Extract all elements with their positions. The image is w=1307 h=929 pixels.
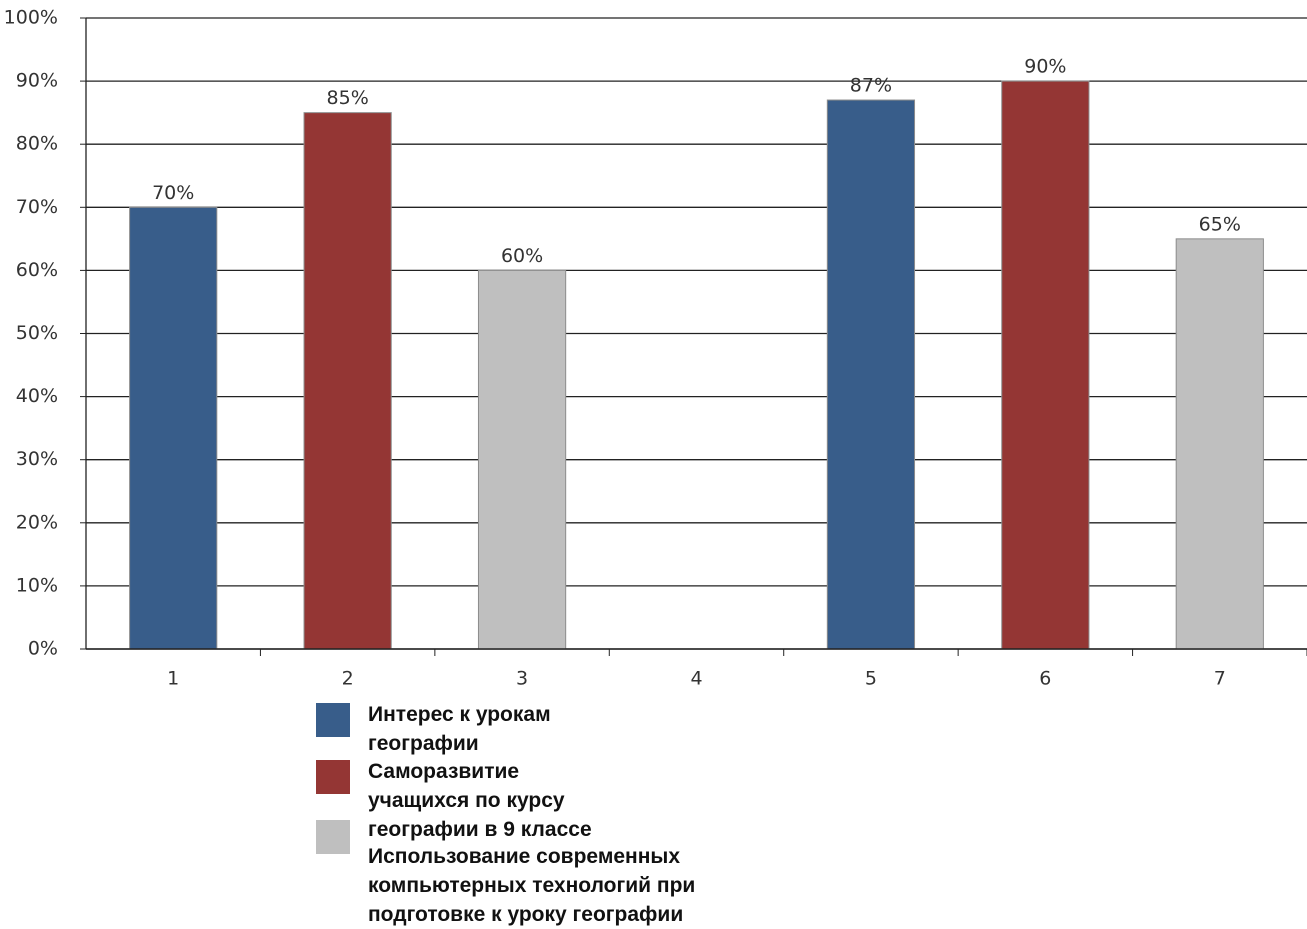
y-tick-label: 100%: [4, 7, 58, 29]
x-tick-label: 4: [690, 668, 702, 690]
y-tick-label: 20%: [16, 511, 58, 533]
chart: 0% 10% 20% 30% 40% 50% 60% 70% 80% 90% 100% 1 2 3 4 5 6 7…: [4, 7, 1307, 690]
y-tick-label: 30%: [16, 448, 58, 470]
value-label: 60%: [501, 245, 543, 267]
bar: [1175, 238, 1264, 650]
bar: [1001, 80, 1090, 650]
swatch: [316, 703, 350, 737]
legend-swatch: [316, 820, 350, 854]
legend-label: Интерес к урокам географии: [368, 703, 551, 755]
bar: [303, 112, 392, 650]
y-tick-label: 90%: [16, 70, 58, 92]
x-tick-label: 1: [167, 668, 179, 690]
y-tick-label: 80%: [16, 133, 58, 155]
bar: [477, 269, 567, 650]
value-label: 65%: [1199, 213, 1241, 235]
y-tick-label: 10%: [16, 574, 58, 596]
y-tick-label: 70%: [16, 196, 58, 218]
value-label: 70%: [152, 182, 194, 204]
x-tick-label: 6: [1039, 668, 1051, 690]
value-label: 85%: [327, 87, 369, 109]
y-tick-label: 40%: [16, 385, 58, 407]
y-tick-label: 0%: [28, 638, 58, 660]
swatch: [316, 820, 350, 854]
legend-label: Саморазвитие учащихся по курсу географии…: [368, 760, 592, 841]
bar: [826, 99, 916, 650]
value-label: 90%: [1024, 56, 1066, 78]
x-tick-label: 5: [865, 668, 877, 690]
y-tick-label: 60%: [16, 259, 58, 281]
legend-swatch: [316, 703, 350, 737]
bar: [129, 206, 218, 650]
x-tick-label: 7: [1214, 668, 1226, 690]
x-tick-label: 3: [516, 668, 528, 690]
y-tick-label: 50%: [16, 322, 58, 344]
legend-label: Использование современных компьютерных т…: [368, 845, 696, 926]
legend-swatch: [316, 760, 350, 794]
value-label: 87%: [850, 75, 892, 97]
swatch: [316, 760, 350, 794]
x-tick-label: 2: [342, 668, 354, 690]
